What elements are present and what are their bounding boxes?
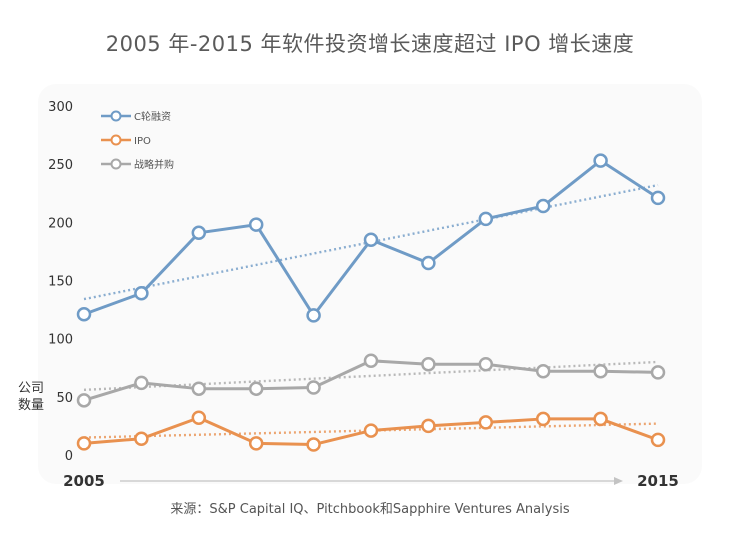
legend-swatch-marker (110, 134, 122, 146)
x-tick-label: 2015 (637, 472, 679, 490)
data-point (478, 415, 494, 430)
data-point (248, 436, 264, 451)
y-tick-label: 0 (65, 449, 73, 464)
data-point (421, 255, 436, 271)
data-point (593, 153, 608, 168)
data-point (191, 410, 207, 426)
legend-label: 战略并购 (134, 158, 174, 171)
y-axis-label: 公司数量 (18, 381, 45, 413)
data-point (191, 381, 207, 396)
data-point (363, 353, 379, 369)
data-point (363, 232, 379, 248)
data-point (478, 211, 494, 227)
data-point (593, 363, 608, 379)
data-point (650, 365, 666, 380)
trend-line (83, 360, 659, 392)
x-tick-label: 2005 (63, 472, 105, 490)
data-point (134, 375, 149, 391)
data-point (76, 393, 92, 408)
data-point (134, 286, 149, 301)
data-point (421, 357, 436, 372)
data-point (134, 431, 149, 446)
data-point (535, 363, 551, 379)
data-point (306, 308, 321, 323)
data-point (593, 411, 608, 427)
x-axis-arrow-head (614, 477, 623, 485)
data-point (650, 432, 666, 448)
y-tick-label: 200 (48, 216, 73, 231)
data-point (76, 306, 92, 322)
data-point (248, 217, 264, 232)
y-tick-label: 150 (48, 275, 73, 290)
source-note: 来源：S&P Capital IQ、Pitchbook和Sapphire Ven… (170, 502, 570, 517)
data-point (650, 190, 666, 206)
data-point (478, 357, 494, 372)
data-point (535, 198, 551, 214)
y-tick-label: 100 (48, 333, 73, 348)
legend-swatch-marker (110, 110, 122, 122)
y-tick-label: 300 (48, 100, 73, 115)
data-point (191, 225, 207, 241)
y-tick-label: 250 (48, 158, 73, 173)
data-point (76, 436, 92, 451)
legend-label: IPO (134, 136, 151, 147)
legend-swatch-marker (110, 158, 122, 170)
chart-title: 2005 年-2015 年软件投资增长速度超过 IPO 增长速度 (105, 32, 635, 56)
y-tick-label: 50 (56, 391, 73, 406)
legend-label: C轮融资 (134, 110, 171, 123)
data-point (363, 423, 379, 438)
data-point (421, 418, 436, 434)
data-point (248, 381, 264, 396)
data-point (306, 380, 321, 395)
data-point (306, 437, 321, 452)
data-point (535, 411, 551, 427)
trend-line (83, 422, 659, 439)
